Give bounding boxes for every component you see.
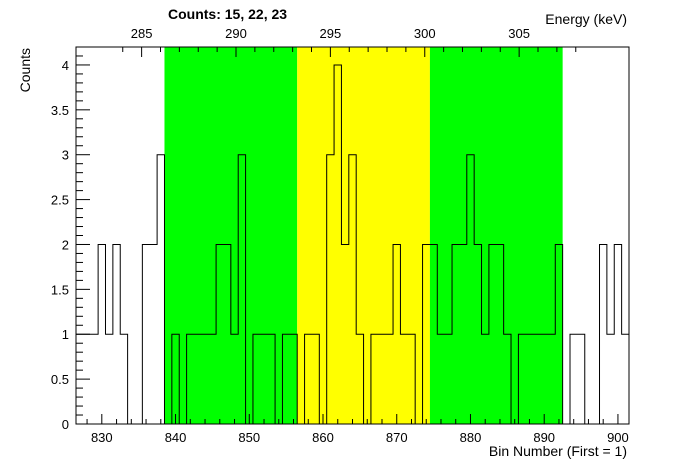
top-tick-label: 285 [131,26,153,41]
y-tick-label: 3 [62,148,69,163]
x-tick-label: 880 [460,430,482,445]
x-tick-label: 860 [312,430,334,445]
top-tick-labels: 285 290 295 300 305 [131,26,530,41]
y-tick-label: 2.5 [51,193,69,208]
y-tick-labels: 0 0.5 1 1.5 2 2.5 3 3.5 4 [51,58,69,432]
plot-frame [75,46,630,425]
y-tick-label: 1.5 [51,282,69,297]
x-tick-label: 850 [238,430,260,445]
y-tick-label: 1 [62,327,69,342]
y-tick-label: 2 [62,237,69,252]
x-tick-label: 900 [607,430,629,445]
x-tick-label: 890 [533,430,555,445]
region-3 [429,47,563,424]
region-1 [164,47,298,424]
top-tick-label: 300 [414,26,436,41]
x-axis-title: Bin Number (First = 1) [489,443,627,459]
x-tick-label: 830 [91,430,113,445]
x-tick-label: 840 [165,430,187,445]
y-tick-label: 3.5 [51,103,69,118]
x-tick-label: 870 [386,430,408,445]
chart-title: Counts: 15, 22, 23 [168,6,287,22]
y-tick-label: 0 [62,417,69,432]
y-tick-label: 0.5 [51,372,69,387]
top-tick-label: 295 [320,26,342,41]
y-tick-label: 4 [62,58,69,73]
integration-regions [164,47,563,424]
top-tick-label: 290 [225,26,247,41]
top-axis-title: Energy (keV) [545,11,627,27]
top-tick-label: 305 [508,26,530,41]
y-axis-title: Counts [17,48,33,92]
x-tick-labels: 830 840 850 860 870 880 890 900 [91,430,629,445]
